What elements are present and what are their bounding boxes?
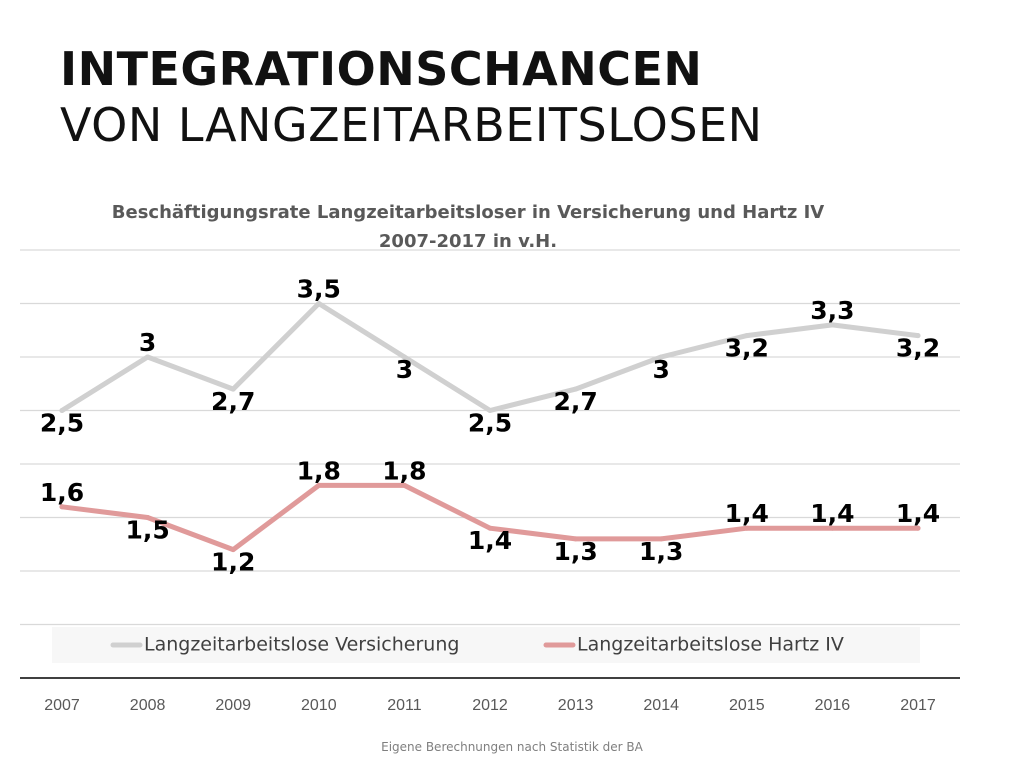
data-point — [573, 386, 579, 392]
slide-title-line1: INTEGRATIONSCHANCEN — [60, 42, 703, 96]
data-point — [316, 482, 322, 488]
data-point — [316, 301, 322, 306]
data-label: 1,8 — [382, 456, 426, 485]
data-label: 1,4 — [896, 499, 940, 528]
series-lines — [59, 301, 921, 553]
x-axis: 2016 2007 2008 2009 2010 2011 2012 2013 2014 2015… — [0, 677, 1024, 731]
data-label: 3,3 — [810, 296, 854, 325]
source-footnote: Eigene Berechnungen nach Statistik der B… — [381, 740, 643, 754]
x-tick-label: 2010 — [301, 697, 337, 714]
x-tick-label: 2011 — [387, 697, 422, 714]
legend: Langzeitarbeitslose Versicherung Langzeit… — [52, 627, 920, 663]
data-label: 1,6 — [40, 478, 84, 507]
axis-mask — [0, 711, 1024, 731]
x-tick-label: 2007 — [44, 697, 80, 714]
data-point — [59, 408, 65, 413]
data-point — [145, 515, 151, 520]
data-label: 3,2 — [725, 334, 769, 363]
data-label: 2,7 — [553, 387, 597, 416]
data-label: 3 — [396, 355, 413, 384]
x-tick-label: 2009 — [215, 697, 251, 714]
data-label: 3 — [652, 355, 669, 384]
data-point — [145, 354, 151, 360]
data-point — [59, 504, 65, 510]
data-point — [487, 408, 493, 413]
data-label: 1,3 — [553, 537, 597, 566]
data-point — [658, 354, 664, 360]
legend-background — [52, 627, 920, 663]
data-label: 1,2 — [211, 548, 255, 577]
data-point — [744, 525, 750, 531]
x-tick-label: 2016 — [815, 697, 851, 714]
data-label: 3 — [139, 328, 156, 357]
data-point — [401, 482, 407, 488]
data-labels: 2,5 3 2,7 3,5 3 2,5 2,7 3 3,2 3,3 3,2 1,6 1,5 1,2 1,8 1… — [40, 275, 940, 577]
slide-title: INTEGRATIONSCHANCEN VON LANGZEITARBEITSL… — [60, 46, 763, 148]
data-label: 1,4 — [468, 526, 512, 555]
chart-subtitle: 2007-2017 in v.H. — [379, 231, 557, 252]
data-label: 1,3 — [639, 537, 683, 566]
legend-label-2: Langzeitarbeitslose Hartz IV — [577, 634, 844, 656]
data-point — [744, 333, 750, 339]
data-label: 3,2 — [896, 334, 940, 363]
gridlines — [20, 249, 960, 626]
data-point — [401, 354, 407, 360]
x-tick-label: 2015 — [729, 697, 765, 714]
x-tick-label: 2008 — [130, 697, 166, 714]
data-point — [487, 525, 493, 531]
data-label: 3,5 — [297, 275, 341, 304]
x-tick-label: 2012 — [472, 697, 508, 714]
data-label: 1,4 — [810, 499, 854, 528]
data-label: 1,4 — [725, 499, 769, 528]
data-label: 1,5 — [125, 516, 169, 545]
slide-title-line2: VON LANGZEITARBEITSLOSEN — [60, 98, 763, 152]
data-label: 1,8 — [297, 456, 341, 485]
data-point — [658, 536, 664, 542]
data-point — [915, 333, 921, 339]
data-point — [573, 536, 579, 542]
data-label: 2,5 — [40, 409, 84, 438]
data-point — [230, 386, 236, 392]
x-tick-label: 2014 — [643, 697, 679, 714]
data-point — [230, 547, 236, 553]
data-point — [829, 322, 835, 328]
data-point — [829, 525, 835, 531]
chart-title: Beschäftigungsrate Langzeitarbeitsloser … — [112, 202, 825, 223]
data-label: 2,5 — [468, 409, 512, 438]
x-tick-label: 2017 — [900, 697, 936, 714]
legend-label-1: Langzeitarbeitslose Versicherung — [144, 634, 459, 656]
data-label: 2,7 — [211, 387, 255, 416]
data-point — [915, 525, 921, 531]
x-tick-label: 2013 — [558, 697, 594, 714]
